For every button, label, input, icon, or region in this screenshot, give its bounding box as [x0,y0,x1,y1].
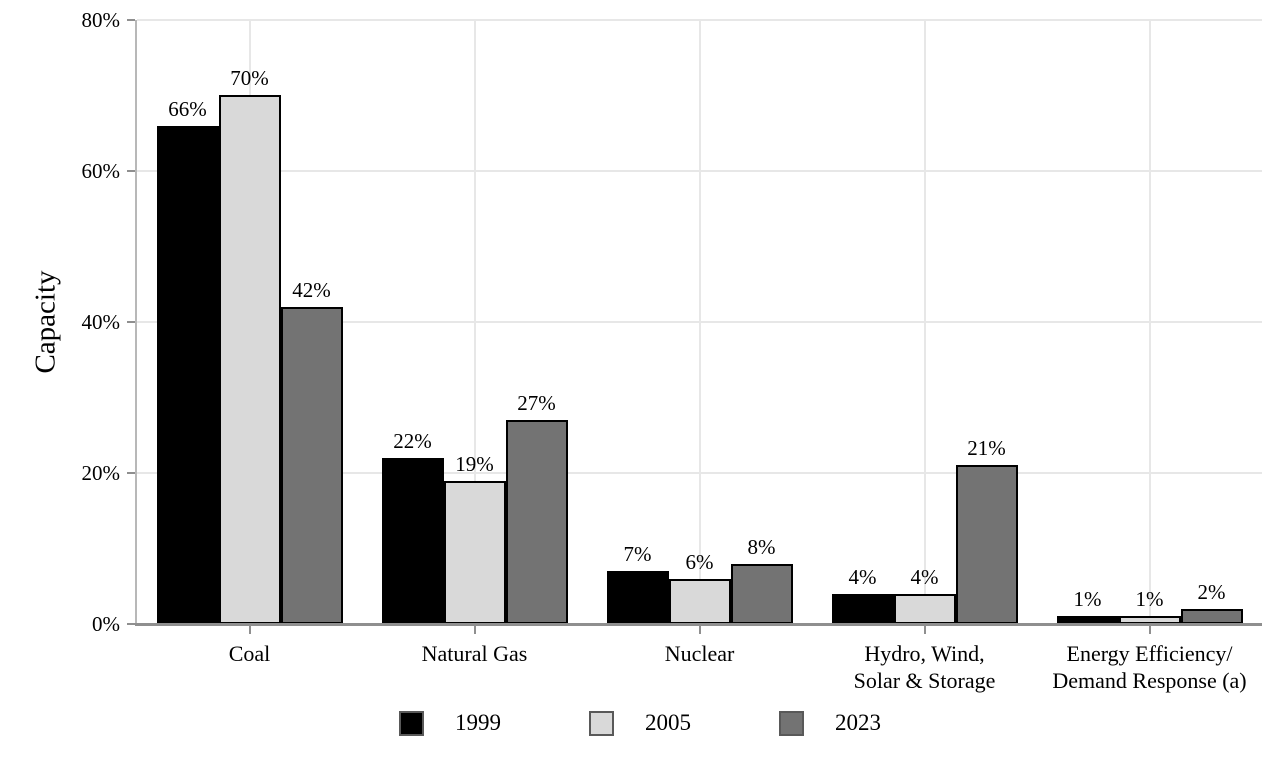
bar-value-label: 19% [455,452,494,476]
vertical-gridline [473,20,476,624]
bar-value-label: 22% [393,429,432,453]
legend-label: 2023 [835,710,881,735]
y-axis-tick [127,472,135,474]
x-category-label: Nuclear [565,640,835,667]
bar-2023 [1180,609,1243,624]
y-axis-tick [127,170,135,172]
vertical-gridline [698,20,701,624]
x-category-label-line: Demand Response (a) [1052,668,1247,693]
x-category-label-line: Natural Gas [421,641,528,666]
bar-2005 [668,579,731,624]
x-category-label-line: Coal [228,641,271,666]
x-axis-tick [248,626,251,634]
x-category-label-line: Nuclear [664,641,735,666]
y-axis-tick [127,321,135,323]
legend-swatch-1999 [399,710,424,736]
bar-2023 [955,465,1018,624]
bar-value-label: 21% [967,436,1006,460]
bar-value-label: 42% [292,278,331,302]
bar-2023 [730,564,793,624]
x-category-label: Natural Gas [340,640,610,667]
legend-item-2005: 2005 [589,710,691,736]
x-category-label: Energy Efficiency/Demand Response (a) [1015,640,1280,694]
bar-2023 [505,420,568,624]
legend-label: 1999 [455,710,501,735]
bar-value-label: 1% [1135,587,1164,611]
vertical-gridline [923,20,926,624]
bar-2023 [280,307,343,624]
x-category-label: Hydro, Wind, Solar & Storage [790,640,1060,694]
bar-value-label: 8% [747,535,776,559]
bar-value-label: 66% [168,97,207,121]
y-axis-tick [127,623,135,625]
x-axis-tick [1148,626,1151,634]
y-tick-label: 40% [81,310,121,334]
bar-1999 [156,126,219,624]
bar-1999 [381,458,444,624]
legend-swatch-2005 [589,710,614,736]
legend-item-1999: 1999 [399,710,501,736]
bar-value-label: 70% [230,66,269,90]
y-tick-label: 20% [81,461,121,485]
bar-value-label: 2% [1197,580,1226,604]
bar-value-label: 4% [848,565,877,589]
legend: 1999 2005 2023 [0,710,1280,736]
x-axis-tick [698,626,701,634]
bar-value-label: 4% [910,565,939,589]
x-axis-tick [923,626,926,634]
bar-2005 [443,481,506,624]
x-axis-line [135,623,1262,626]
bar-1999 [831,594,894,624]
x-category-label: Coal [115,640,385,667]
x-category-label-line: Hydro, Wind, [864,641,985,666]
legend-swatch-2023 [779,710,804,736]
x-category-label-line: Solar & Storage [853,668,996,693]
bar-1999 [606,571,669,624]
y-tick-label: 80% [81,8,121,32]
x-category-label-line: Energy Efficiency/ [1066,641,1233,666]
bar-2005 [218,95,281,624]
bar-value-label: 6% [685,550,714,574]
x-axis-tick [473,626,476,634]
vertical-gridline [1148,20,1151,624]
y-tick-label: 60% [81,159,121,183]
y-axis-tick [127,19,135,21]
y-tick-label: 0% [92,612,120,636]
bar-2005 [893,594,956,624]
bar-value-label: 1% [1073,587,1102,611]
bar-value-label: 7% [623,542,652,566]
legend-label: 2005 [645,710,691,735]
legend-item-2023: 2023 [779,710,881,736]
y-axis-line [135,20,137,624]
bar-value-label: 27% [517,391,556,415]
